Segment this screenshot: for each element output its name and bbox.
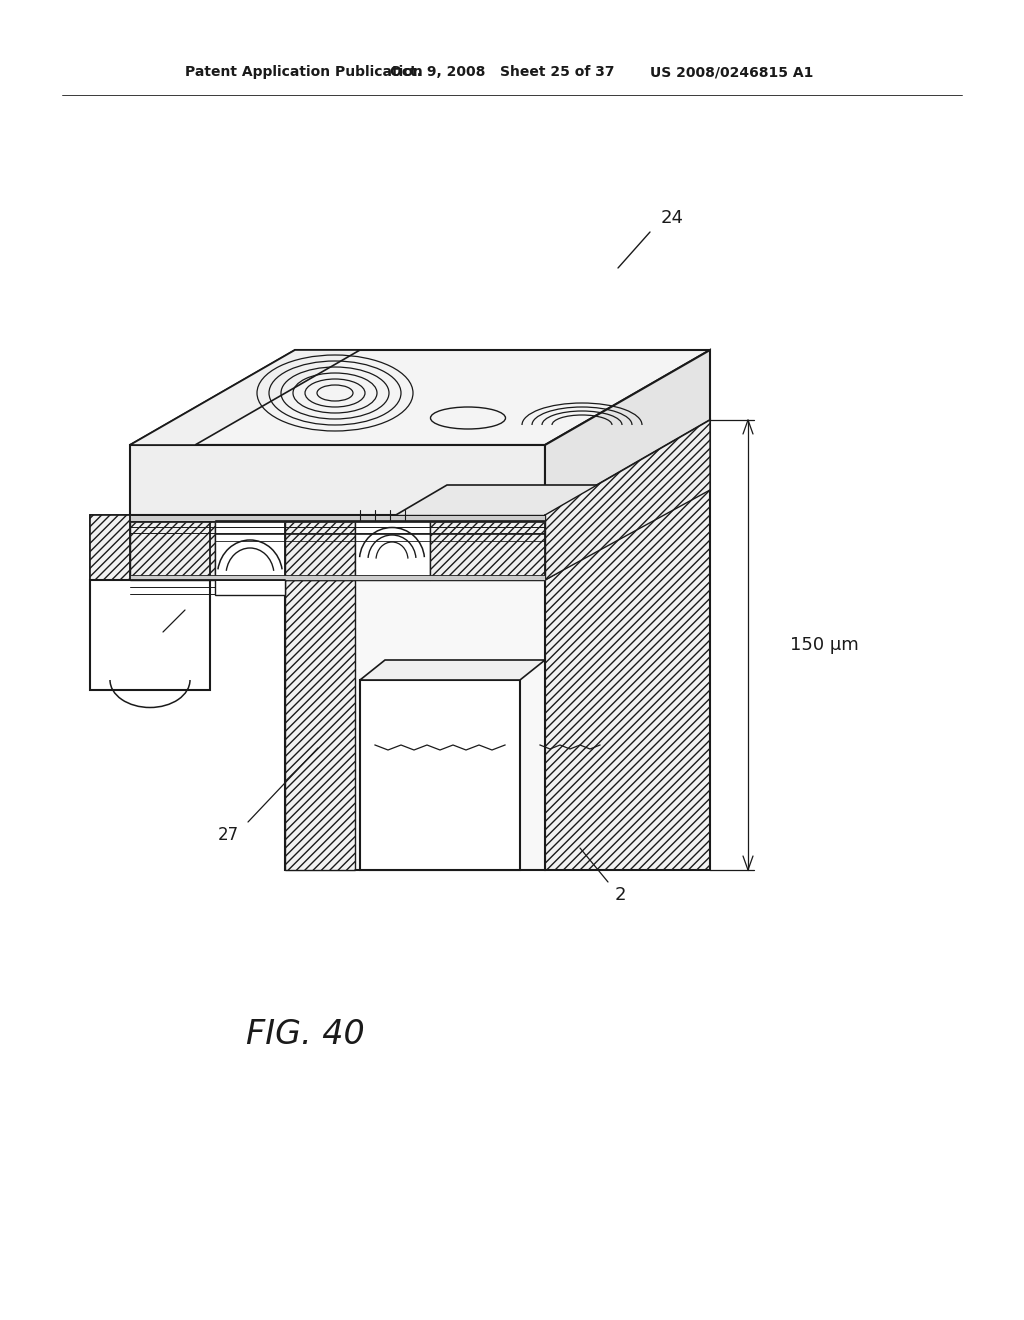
Text: 15: 15 <box>148 630 169 647</box>
Polygon shape <box>130 445 545 515</box>
Polygon shape <box>545 420 710 579</box>
Text: 27: 27 <box>217 826 239 843</box>
Polygon shape <box>90 515 130 690</box>
Text: US 2008/0246815 A1: US 2008/0246815 A1 <box>650 65 813 79</box>
Text: Patent Application Publication: Patent Application Publication <box>185 65 423 79</box>
Text: 2: 2 <box>614 886 626 904</box>
Text: 23: 23 <box>444 436 466 454</box>
Text: FIG. 40: FIG. 40 <box>246 1019 365 1052</box>
Polygon shape <box>360 660 545 680</box>
Polygon shape <box>130 515 215 579</box>
Polygon shape <box>430 515 545 579</box>
Polygon shape <box>355 515 430 579</box>
Text: 150 μm: 150 μm <box>790 636 859 653</box>
Polygon shape <box>130 350 360 445</box>
Polygon shape <box>285 484 710 579</box>
Polygon shape <box>90 579 210 690</box>
Polygon shape <box>285 579 545 870</box>
Polygon shape <box>215 515 285 595</box>
Polygon shape <box>545 420 710 870</box>
Polygon shape <box>545 350 710 515</box>
Polygon shape <box>285 579 355 870</box>
Polygon shape <box>130 576 545 579</box>
Polygon shape <box>360 680 520 870</box>
Polygon shape <box>130 515 545 521</box>
Text: 24: 24 <box>660 209 683 227</box>
Polygon shape <box>285 515 355 579</box>
Polygon shape <box>130 350 710 445</box>
Text: Oct. 9, 2008   Sheet 25 of 37: Oct. 9, 2008 Sheet 25 of 37 <box>390 65 614 79</box>
Polygon shape <box>90 515 210 579</box>
